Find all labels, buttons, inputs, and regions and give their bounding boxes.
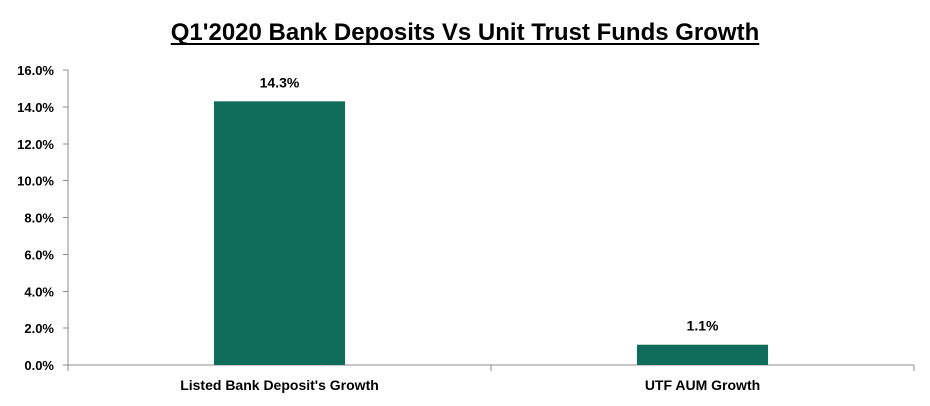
x-axis: Listed Bank Deposit's Growth UTF AUM Grow… (67, 364, 915, 393)
y-tick-label: 2.0% (24, 321, 54, 336)
bars (213, 101, 769, 365)
y-tick-label: 14.0% (17, 100, 54, 115)
y-tick-label: 10.0% (17, 174, 54, 189)
y-axis: 0.0% 2.0% 4.0% 6.0% 8.0% 10.0% 12.0% 14.0% 16.0% (17, 63, 69, 373)
y-tick-label: 4.0% (24, 284, 54, 299)
data-label: 1.1% (687, 318, 719, 334)
bar (636, 344, 769, 365)
x-tick-label: UTF AUM Growth (645, 377, 760, 393)
bar (213, 101, 346, 365)
x-tick-label: Listed Bank Deposit's Growth (180, 377, 379, 393)
data-labels: 14.3% 1.1% (260, 74, 719, 333)
y-tick-label: 6.0% (24, 247, 54, 262)
data-label: 14.3% (260, 74, 300, 90)
y-tick-label: 16.0% (17, 63, 54, 78)
y-tick-label: 8.0% (24, 211, 54, 226)
y-tick-label: 12.0% (17, 137, 54, 152)
y-tick-label: 0.0% (24, 358, 54, 373)
chart-title: Q1'2020 Bank Deposits Vs Unit Trust Fund… (171, 19, 760, 46)
